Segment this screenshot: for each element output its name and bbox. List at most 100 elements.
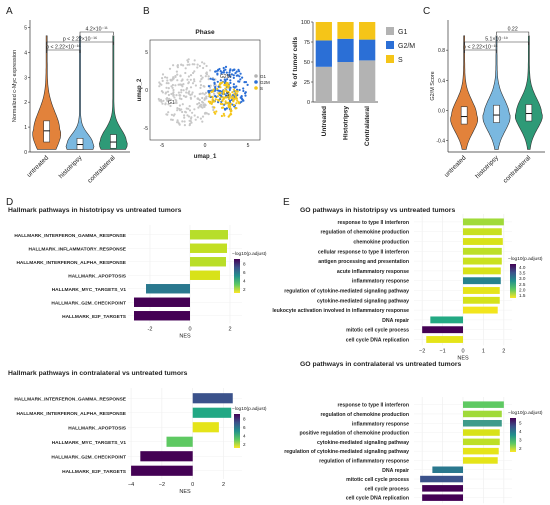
umap-point-g1 xyxy=(192,71,195,75)
umap-point-s xyxy=(224,102,227,105)
umap-point-s xyxy=(227,91,230,94)
hbar-category-label: HALLMARK_INTERFERON_GAMMA_RESPONSE xyxy=(14,233,126,239)
umap-point-g1 xyxy=(166,113,169,116)
bar-y-tick-label: 75 xyxy=(304,40,310,46)
umap-point-g1 xyxy=(174,84,177,87)
umap-point-s xyxy=(219,102,222,105)
umap-point-g1 xyxy=(167,111,170,114)
umap-point-g1 xyxy=(193,70,196,73)
umap-point-g1 xyxy=(176,119,179,122)
violin-untreated xyxy=(450,35,478,150)
umap-point-s xyxy=(211,96,214,99)
umap-point-g1 xyxy=(175,101,178,105)
umap-point-s xyxy=(218,83,221,87)
umap-point-s xyxy=(235,97,238,100)
umap-point-g1 xyxy=(186,63,189,66)
hbar-legend-title: −log10(p.adjust) xyxy=(232,251,267,257)
umap-point-g1 xyxy=(176,109,179,112)
umap-point-g1 xyxy=(207,75,210,78)
umap-point-g1 xyxy=(185,91,188,94)
umap-point-s xyxy=(224,84,227,87)
umap-point-g1 xyxy=(196,97,199,100)
panel-label-a: A xyxy=(6,6,13,17)
umap-cluster-label: G2M xyxy=(220,74,231,80)
hbar-category-label: cytokine-mediated signaling pathway xyxy=(317,298,409,304)
umap-point-g1 xyxy=(188,124,191,127)
umap-point-g1 xyxy=(172,76,175,79)
umap-point-g1 xyxy=(161,73,165,76)
umap-point-g1 xyxy=(178,107,181,111)
umap-point-s xyxy=(208,95,211,98)
hbar-category-label: regulation of cytokine-mediated signalin… xyxy=(284,289,409,295)
umap-point-g1 xyxy=(187,107,190,110)
umap-point-g1 xyxy=(173,96,176,99)
hbar-category-label: HALLMARK_INTERFERON_ALPHA_RESPONSE xyxy=(16,260,126,266)
hbar-x-tick-label: 0 xyxy=(461,348,464,354)
hbar-category-label: regulation of chemokine production xyxy=(321,412,409,418)
umap-point-g1 xyxy=(176,121,179,124)
umap-point-g2m xyxy=(232,76,235,79)
umap-point-s xyxy=(230,109,233,112)
umap-point-g2m xyxy=(235,85,238,88)
umap-point-g2m xyxy=(222,71,225,74)
umap-point-g1 xyxy=(180,88,183,92)
bar-legend-label: G2/M xyxy=(398,43,415,50)
hbar-x-tick-label: -2 xyxy=(148,327,153,333)
umap-point-g1 xyxy=(172,114,175,117)
y-tick-label: 5 xyxy=(24,25,27,31)
hbar-category-label: DNA repair xyxy=(382,468,409,474)
umap-point-g2m xyxy=(241,76,244,79)
umap-point-g1 xyxy=(181,78,184,81)
umap-point-g1 xyxy=(165,91,168,94)
bar-segment-S-histotripsy xyxy=(337,22,354,39)
bar-x-tick-label: Contralateral xyxy=(364,106,371,146)
umap-point-g1 xyxy=(182,64,185,67)
umap-point-s xyxy=(229,102,232,105)
umap-point-s xyxy=(226,86,229,89)
umap-point-g1 xyxy=(188,90,191,93)
iqr-box-contralateral xyxy=(525,104,533,122)
bar-y-title: % of tumor cells xyxy=(292,37,299,88)
umap-point-g1 xyxy=(180,97,183,101)
umap-point-g2m xyxy=(218,67,221,71)
umap-title: Phase xyxy=(195,29,215,36)
umap-point-g1 xyxy=(187,81,190,84)
umap-point-g1 xyxy=(178,123,181,126)
hbar-x-tick-label: 2 xyxy=(228,327,231,333)
umap-point-g1 xyxy=(166,99,169,102)
hbar-legend-tick: 3.0 xyxy=(519,276,526,281)
umap-point-g2m xyxy=(242,87,245,90)
umap-point-g1 xyxy=(162,99,165,102)
umap-point-s xyxy=(211,98,214,102)
umap-point-g1 xyxy=(199,86,202,89)
umap-point-g1 xyxy=(183,120,186,123)
y-tick-label: 4 xyxy=(24,50,27,56)
umap-point-g1 xyxy=(185,87,189,90)
umap-point-g1 xyxy=(158,81,161,84)
umap-point-g1 xyxy=(193,63,196,66)
violin-untreated xyxy=(32,35,61,150)
hbar-bar xyxy=(430,316,463,324)
umap-point-g2m xyxy=(239,72,242,75)
hbar-category-label: HALLMARK_APOPTOSIS xyxy=(68,273,127,279)
umap-legend-swatch xyxy=(254,80,258,84)
umap-point-g1 xyxy=(180,108,183,111)
umap-point-g2m xyxy=(238,88,241,92)
umap-point-g1 xyxy=(194,84,197,87)
significance-label: p < 2.22×10⁻¹⁶ xyxy=(63,37,97,43)
hbar-category-label: mitotic cell cycle process xyxy=(346,477,409,483)
umap-point-s xyxy=(232,88,235,91)
hbar-bar xyxy=(166,436,193,447)
umap-point-g1 xyxy=(207,78,210,81)
umap-point-g1 xyxy=(204,75,207,78)
umap-point-g1 xyxy=(209,84,212,87)
hbar-category-label: cytokine-mediated signaling pathway xyxy=(317,440,409,446)
umap-point-s xyxy=(216,95,219,98)
umap-point-g2m xyxy=(217,89,220,92)
umap-point-g1 xyxy=(200,103,203,106)
hbar-bar xyxy=(463,218,504,226)
hbar-bar xyxy=(463,438,500,446)
hbar-legend-colorbar xyxy=(234,414,240,448)
umap-point-g1 xyxy=(167,82,170,85)
hbar-legend-title: −log10(p.adjust) xyxy=(232,406,267,412)
